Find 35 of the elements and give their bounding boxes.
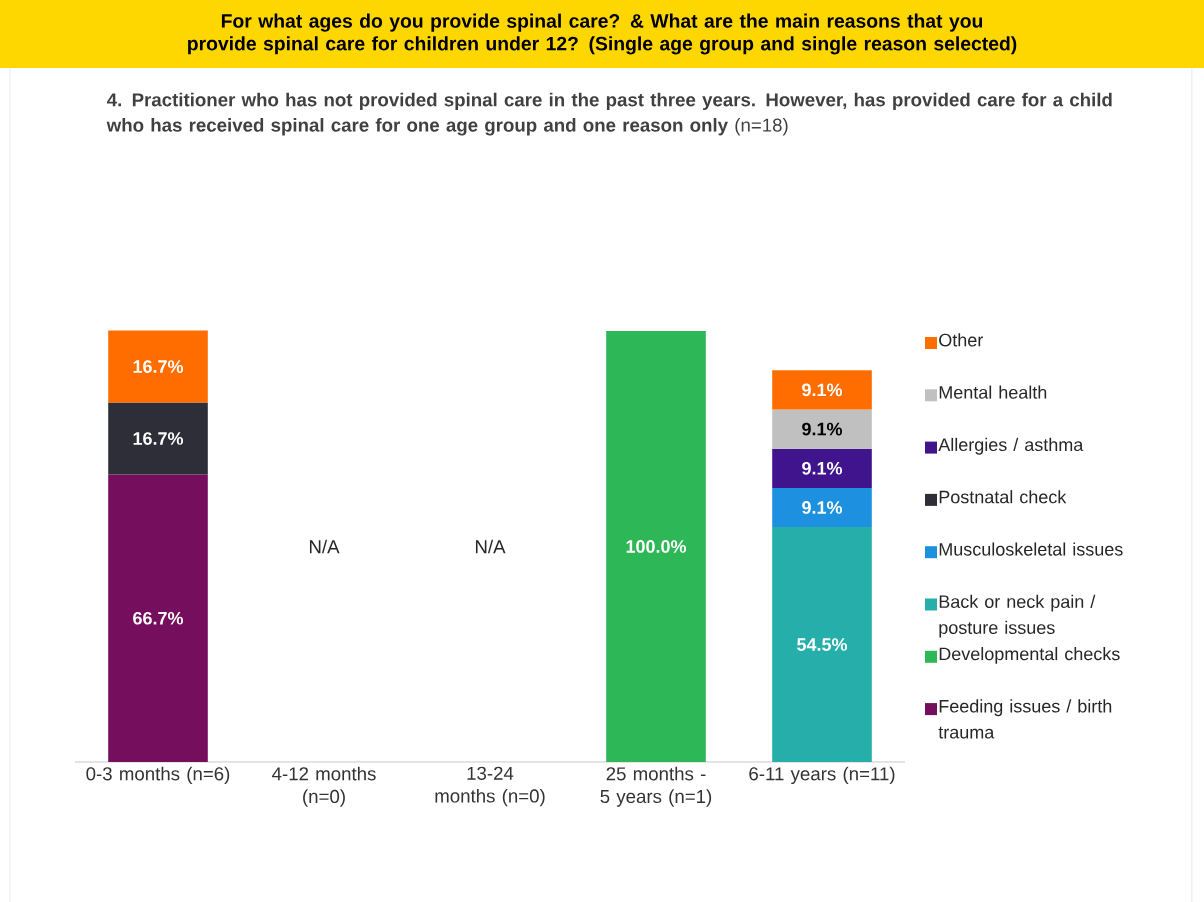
bar	[772, 487, 872, 527]
bar	[772, 409, 872, 449]
annotation: N/A	[475, 539, 506, 554]
data-label: 66.7%	[133, 611, 184, 625]
legend-label: Developmental checks	[939, 646, 1120, 664]
data-label: 9.1%	[802, 461, 843, 475]
annotation: N/A	[309, 539, 340, 554]
bar	[108, 402, 208, 475]
x-tick-label: 25 months - 5 years (n=1)	[600, 766, 712, 807]
data-label: 54.5%	[797, 638, 848, 651]
data-label: 9.1%	[802, 500, 843, 514]
x-tick-label: 6-11 years (n=11)	[749, 766, 895, 784]
legend-label: Back or neck pain / posture issues	[939, 594, 1096, 638]
legend-label: Postnatal check	[939, 490, 1067, 504]
bar	[606, 330, 706, 762]
chart-subtitle: 4. Practitioner who has not provided spinal care in the past three years. However, has provided care for a child who has received spinal care for one age group and one reason only (n=18)	[106, 92, 1112, 136]
data-label: 9.1%	[802, 383, 843, 397]
data-label: 9.1%	[802, 422, 843, 436]
data-label: 16.7%	[133, 432, 184, 445]
legend-label: Allergies / asthma	[938, 437, 1084, 455]
legend-label: Feeding issues / birth trauma	[938, 699, 1112, 739]
bar	[108, 474, 208, 762]
bar	[772, 526, 872, 762]
bar	[772, 448, 872, 488]
data-label: 100.0%	[626, 540, 687, 553]
bar	[772, 370, 872, 410]
legend-label: Musculoskeletal issues	[939, 542, 1123, 556]
x-tick-label: 4-12 months (n=0)	[272, 766, 376, 807]
legend-label: Other	[939, 333, 983, 347]
x-tick-label: 13-24 months (n=0)	[435, 766, 545, 807]
x-tick-label: 0-3 months (n=6)	[86, 766, 230, 784]
bar	[108, 330, 208, 403]
data-label: 16.7%	[133, 360, 184, 373]
legend-label: Mental health	[939, 385, 1047, 399]
chart-title: For what ages do you provide spinal care? & What are the main reasons that you provide spinal care for children under 12? (Single age group and single reason selected)	[188, 13, 1017, 55]
